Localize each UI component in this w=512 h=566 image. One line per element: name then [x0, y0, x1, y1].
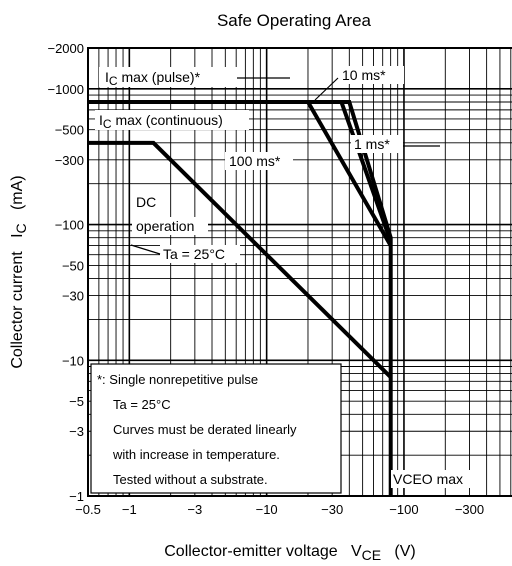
y-tick-label: −100 — [55, 218, 84, 233]
annotations: IC max (pulse)* IC max (continuous) 10 ms*… — [90, 66, 477, 494]
y-tick-label: −3 — [69, 424, 84, 439]
axes — [87, 47, 512, 497]
curve-100-ms — [88, 100, 393, 247]
footnote-line: Ta = 25°C — [113, 397, 171, 412]
x-tick-label: −300 — [455, 502, 484, 517]
label-vceo-max-bg — [391, 470, 477, 488]
x-tick-label: −1 — [122, 502, 137, 517]
x-tick-label: −0.5 — [75, 502, 101, 517]
curves — [88, 100, 393, 496]
y-tick-label: −10 — [62, 353, 84, 368]
footnote-line: *: Single nonrepetitive pulse — [97, 372, 258, 387]
footnote-box — [90, 363, 342, 494]
y-tick-label: −500 — [55, 123, 84, 138]
footnote-line: with increase in temperature. — [112, 447, 280, 462]
label-1ms: 1 ms* — [354, 136, 390, 152]
y-tick-label: −1000 — [47, 82, 84, 97]
label-operation: operation — [136, 218, 194, 234]
x-tick-label: −10 — [256, 502, 278, 517]
label-vceo-max: VCEO max — [393, 471, 463, 487]
x-tick-label: −3 — [187, 502, 202, 517]
label-100ms-bg — [225, 152, 293, 170]
chart-title: Safe Operating Area — [217, 11, 372, 30]
ic-max-pulse-label: IC max (pulse)* — [105, 69, 201, 88]
y-tick-label: −1 — [69, 489, 84, 504]
x-tick-label: −100 — [389, 502, 418, 517]
label-1ms-bg — [351, 135, 403, 153]
label-dc-bg — [132, 193, 166, 211]
footnote-line: Tested without a substrate. — [113, 472, 268, 487]
ic-max-pulse-label-bg — [99, 67, 237, 87]
label-ta: Ta = 25°C — [163, 246, 225, 262]
ic-max-continuous-label-bg — [95, 110, 249, 130]
plot-frame — [87, 47, 512, 497]
label-10ms-bg — [338, 66, 404, 84]
y-tick-label: −300 — [55, 153, 84, 168]
label-ta-bg — [160, 245, 240, 263]
leader-ta — [130, 244, 161, 255]
x-axis-label: Collector-emitter voltage VCE (V) — [164, 543, 416, 563]
label-dc: DC — [136, 194, 156, 210]
label-operation-bg — [132, 217, 208, 235]
label-100ms: 100 ms* — [229, 153, 281, 169]
footnote-line: Curves must be derated linearly — [113, 422, 297, 437]
y-axis-label: Collector current IC (mA) — [9, 175, 29, 368]
axis-text: −0.5 −1 −3 −10 −30 −100 −300−1−3−5−10−30−50−10… — [9, 11, 484, 563]
y-tick-label: −5 — [69, 394, 84, 409]
y-tick-label: −2000 — [47, 41, 84, 56]
x-tick-label: −30 — [321, 502, 343, 517]
label-10ms: 10 ms* — [342, 67, 386, 83]
ic-max-continuous-label: IC max (continuous) — [99, 112, 223, 131]
y-tick-label: −50 — [62, 258, 84, 273]
leader-10ms — [314, 77, 339, 101]
y-tick-label: −30 — [62, 289, 84, 304]
curve-dc-operation — [88, 140, 393, 379]
